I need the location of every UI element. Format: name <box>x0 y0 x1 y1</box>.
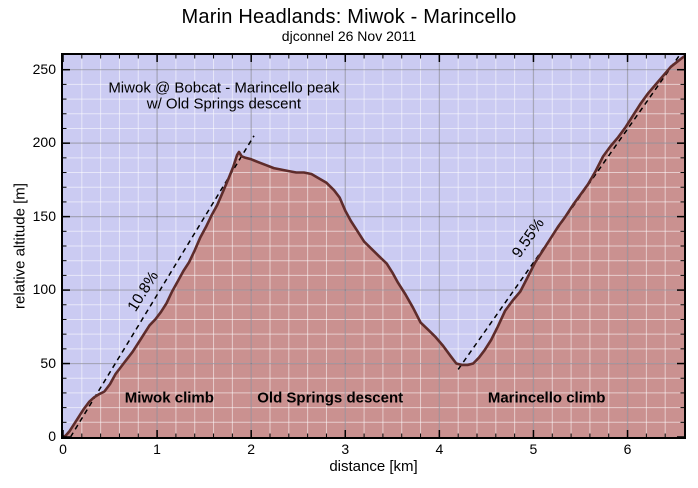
x-tick-label: 3 <box>341 441 350 457</box>
x-tick-label: 6 <box>623 441 632 457</box>
grade-line-miwok-grade <box>69 135 255 437</box>
chart-title: Marin Headlands: Miwok - Marincello <box>181 6 517 28</box>
route-note-line-2: w/ Old Springs descent <box>146 95 302 112</box>
segment-label-old-springs: Old Springs descent <box>257 389 403 406</box>
x-tick-label: 5 <box>529 441 538 457</box>
segment-label-marincello: Marincello climb <box>488 389 606 406</box>
route-note-line-1: Miwok @ Bobcat - Marincello peak <box>108 79 340 96</box>
grid-major <box>63 55 684 437</box>
y-tick-label: 0 <box>48 428 56 444</box>
y-tick-label: 200 <box>32 134 56 151</box>
y-tick-label: 50 <box>40 354 56 371</box>
y-tick-label: 100 <box>32 281 56 298</box>
x-tick-label: 4 <box>435 441 444 457</box>
elevation-profile-line <box>63 55 684 437</box>
y-tick-label: 250 <box>32 60 56 77</box>
chart-subtitle: djconnel 26 Nov 2011 <box>281 28 417 44</box>
grade-line-marincello-grade <box>457 55 681 370</box>
grid-minor <box>63 55 684 437</box>
x-tick-label: 0 <box>59 441 67 457</box>
x-tick-label: 2 <box>247 441 256 457</box>
axis-minor-ticks <box>63 55 684 437</box>
plot-area: Miwok @ Bobcat - Marincello peak w/ Old S… <box>61 53 686 439</box>
segment-label-miwok: Miwok climb <box>125 389 214 406</box>
x-axis-label: distance [km] <box>329 458 418 475</box>
x-tick-label: 1 <box>153 441 161 457</box>
elevation-area <box>63 56 684 437</box>
y-tick-label: 150 <box>32 207 56 224</box>
